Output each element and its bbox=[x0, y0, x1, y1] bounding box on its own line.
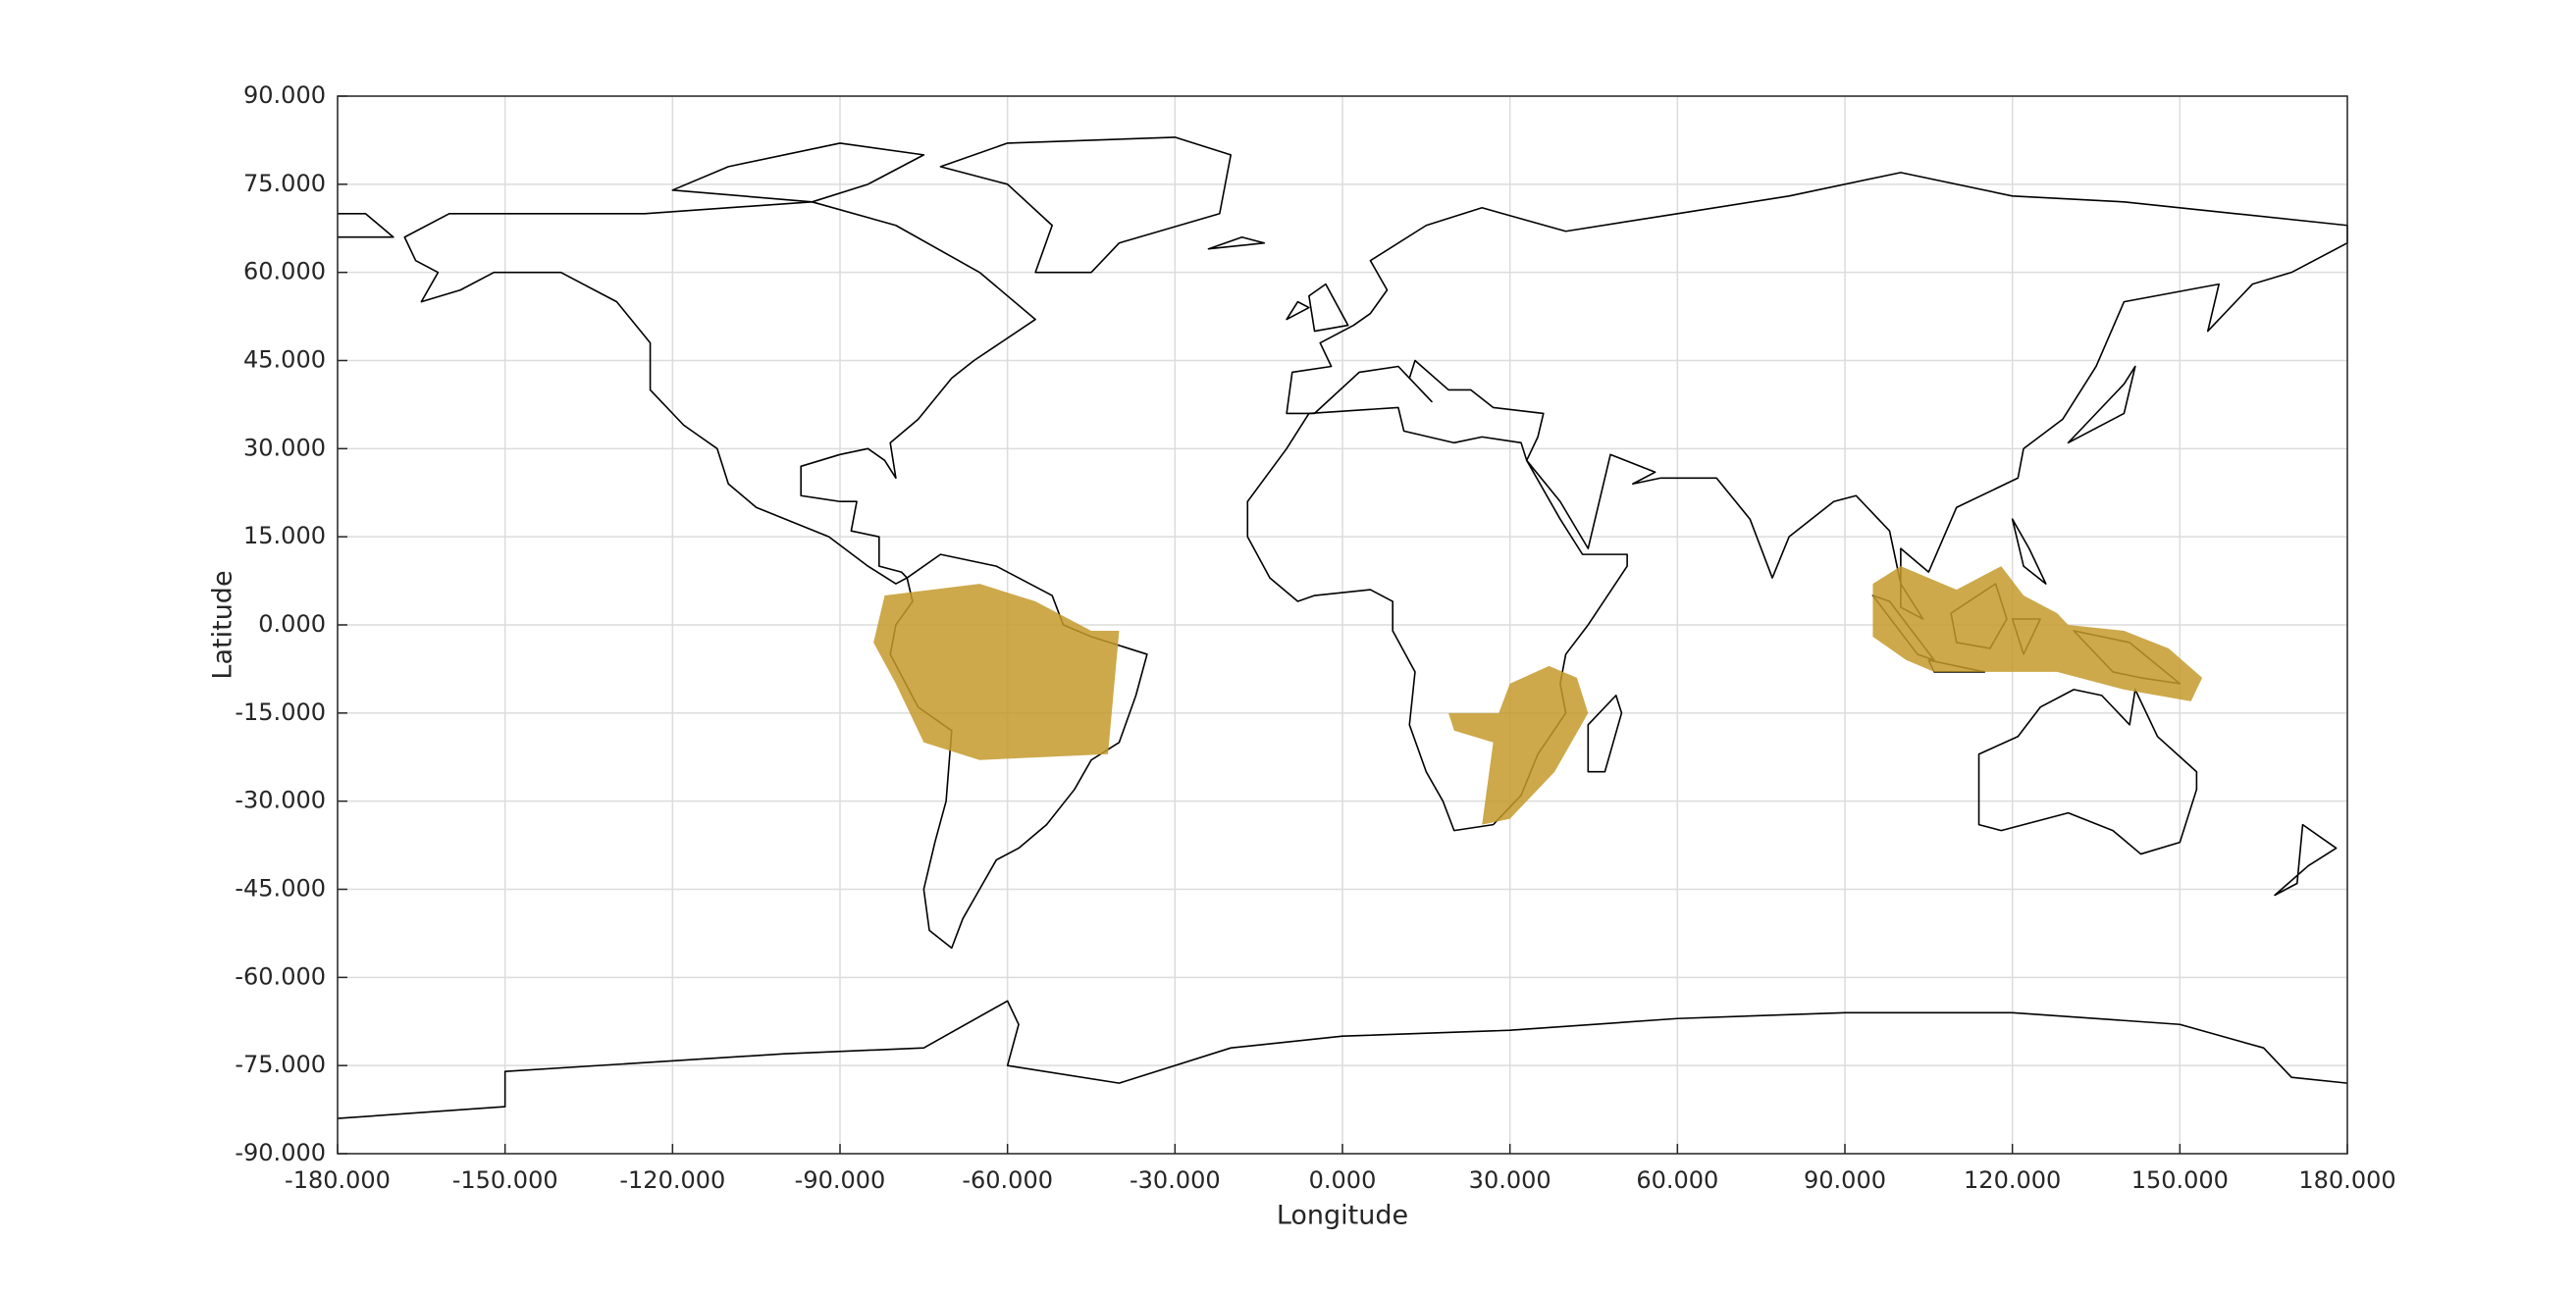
y-tick-label: 30.000 bbox=[243, 434, 326, 461]
y-tick-label: -90.000 bbox=[235, 1139, 326, 1166]
x-tick-label: -150.000 bbox=[452, 1166, 558, 1194]
coastline bbox=[338, 1001, 2347, 1118]
y-tick-label: 75.000 bbox=[243, 170, 326, 197]
coastline bbox=[1208, 237, 2336, 896]
x-tick-label: 120.000 bbox=[1964, 1166, 2061, 1194]
coastline bbox=[404, 202, 1035, 584]
coastline bbox=[940, 137, 1231, 273]
y-tick-label: 0.000 bbox=[258, 610, 326, 638]
coastline bbox=[1979, 690, 2197, 854]
region bbox=[1872, 566, 2203, 701]
coastline bbox=[338, 214, 394, 237]
x-tick-label: -90.000 bbox=[795, 1166, 886, 1194]
axes-box bbox=[337, 95, 2348, 1155]
y-axis-label: Latitude bbox=[208, 570, 238, 679]
x-tick-label: -120.000 bbox=[619, 1166, 725, 1194]
x-axis-label: Longitude bbox=[1277, 1201, 1408, 1231]
coastline bbox=[672, 143, 923, 202]
y-tick-label: -60.000 bbox=[235, 962, 326, 990]
x-tick-label: 150.000 bbox=[2131, 1166, 2229, 1194]
x-tick-label: 0.000 bbox=[1309, 1166, 1377, 1194]
x-tick-label: -30.000 bbox=[1130, 1166, 1221, 1194]
axes: -180.000 -150.000 -120.000 -90.000 -60.000 -3… bbox=[235, 81, 2395, 1194]
y-tick-label: 60.000 bbox=[243, 258, 326, 285]
y-tick-label: -75.000 bbox=[235, 1051, 326, 1078]
x-tick-label: -180.000 bbox=[285, 1166, 391, 1194]
y-tick-label: -45.000 bbox=[235, 875, 326, 903]
x-tick-label: 30.000 bbox=[1469, 1166, 1551, 1194]
y-tick-label: 45.000 bbox=[243, 346, 326, 374]
x-tick-label: 180.000 bbox=[2298, 1166, 2395, 1194]
y-tick-label: 90.000 bbox=[243, 81, 326, 109]
x-tick-label: 90.000 bbox=[1804, 1166, 1886, 1194]
y-tick-label: -15.000 bbox=[235, 698, 326, 726]
x-tick-label: 60.000 bbox=[1636, 1166, 1718, 1194]
coastline bbox=[1287, 173, 2347, 619]
x-tick-label: -60.000 bbox=[962, 1166, 1053, 1194]
coastline bbox=[1588, 696, 1621, 772]
region bbox=[1448, 665, 1589, 825]
regions bbox=[873, 566, 2203, 825]
y-tick-label: -30.000 bbox=[235, 787, 326, 814]
y-tick-label: 15.000 bbox=[243, 522, 326, 549]
region bbox=[873, 584, 1120, 760]
coastline bbox=[1247, 407, 1627, 830]
